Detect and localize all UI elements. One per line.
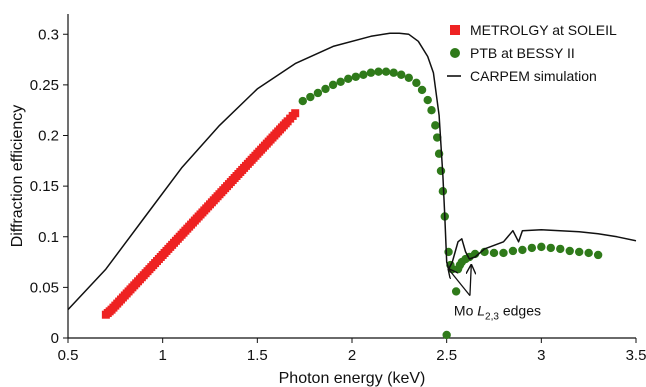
data-point [451, 287, 461, 296]
data-point [351, 72, 360, 81]
data-point [381, 67, 391, 76]
data-point [565, 246, 574, 256]
data-point [306, 92, 315, 102]
data-point [291, 109, 300, 118]
x-axis-label: Photon energy (keV) [279, 370, 426, 387]
y-tick-label: 0.1 [38, 229, 59, 246]
series-2 [298, 67, 603, 340]
annotation-label: Mo L2,3 edges [454, 303, 541, 323]
y-tick-label: 0.3 [38, 26, 59, 43]
data-point [298, 96, 307, 106]
data-point [359, 70, 368, 79]
data-point [546, 243, 555, 253]
data-point [427, 105, 436, 115]
annotation: Mo L2,3 edges [449, 265, 541, 323]
annotation-layer: Mo L2,3 edges [449, 265, 541, 323]
data-point [442, 330, 451, 340]
data-point [499, 248, 508, 258]
data-point [584, 248, 593, 258]
legend-item: PTB at BESSY II [450, 45, 575, 61]
legend-label: PTB at BESSY II [470, 45, 575, 61]
data-point [404, 73, 413, 82]
x-tick-label: 3 [537, 347, 545, 364]
legend-label: CARPEM simulation [470, 68, 597, 84]
data-point [508, 246, 518, 256]
legend-item: CARPEM simulation [447, 68, 597, 84]
y-tick-label: 0.2 [38, 128, 59, 145]
data-point [489, 248, 499, 258]
simulation-line [67, 32, 637, 311]
series-3 [67, 32, 637, 311]
x-tick-label: 3.5 [626, 347, 646, 364]
data-point [366, 68, 376, 77]
data-point [556, 244, 565, 254]
x-tick-label: 2 [348, 347, 356, 364]
data-point [518, 245, 527, 255]
x-tick-label: 2.5 [436, 347, 457, 364]
y-ticks: 0 0.05 0.1 0.15 0.2 0.25 0.3 [30, 26, 68, 347]
data-point [433, 133, 442, 142]
series-1 [101, 109, 300, 319]
legend-item: METROLGY at SOLEIL [450, 22, 617, 38]
data-point [412, 78, 421, 88]
data-point [313, 88, 323, 98]
y-tick-label: 0 [51, 330, 59, 347]
annotation-arrow [449, 269, 471, 297]
x-tick-label: 1.5 [247, 347, 268, 364]
data-point [417, 85, 427, 95]
axes [67, 14, 636, 339]
y-tick-label: 0.05 [30, 279, 59, 296]
data-point [436, 166, 446, 176]
data-point [423, 95, 432, 105]
data-point [593, 250, 603, 260]
legend: METROLGY at SOLEIL PTB at BESSY II CARPEM … [447, 22, 617, 84]
data-point [344, 74, 353, 84]
y-tick-label: 0.15 [30, 178, 59, 195]
legend-swatch [450, 25, 460, 35]
data-point [328, 80, 338, 90]
data-point [321, 84, 330, 94]
data-point [431, 121, 440, 130]
data-point [397, 70, 406, 79]
legend-swatch [450, 48, 460, 58]
data-point [537, 242, 546, 252]
data-point [527, 243, 537, 253]
x-ticks: 0.5 1 1.5 2 2.5 3 3.5 [58, 338, 646, 364]
data-point [389, 68, 398, 77]
x-tick-label: 0.5 [58, 347, 79, 364]
y-axis-label: Diffraction efficiency [9, 105, 26, 248]
legend-label: METROLGY at SOLEIL [470, 22, 617, 38]
annotation-arrow [470, 265, 471, 296]
data-point [575, 247, 584, 257]
data-point [374, 67, 383, 76]
series-layer [67, 32, 637, 340]
y-tick-label: 0.25 [30, 77, 59, 94]
x-tick-label: 1 [158, 347, 166, 364]
data-point [336, 77, 345, 87]
